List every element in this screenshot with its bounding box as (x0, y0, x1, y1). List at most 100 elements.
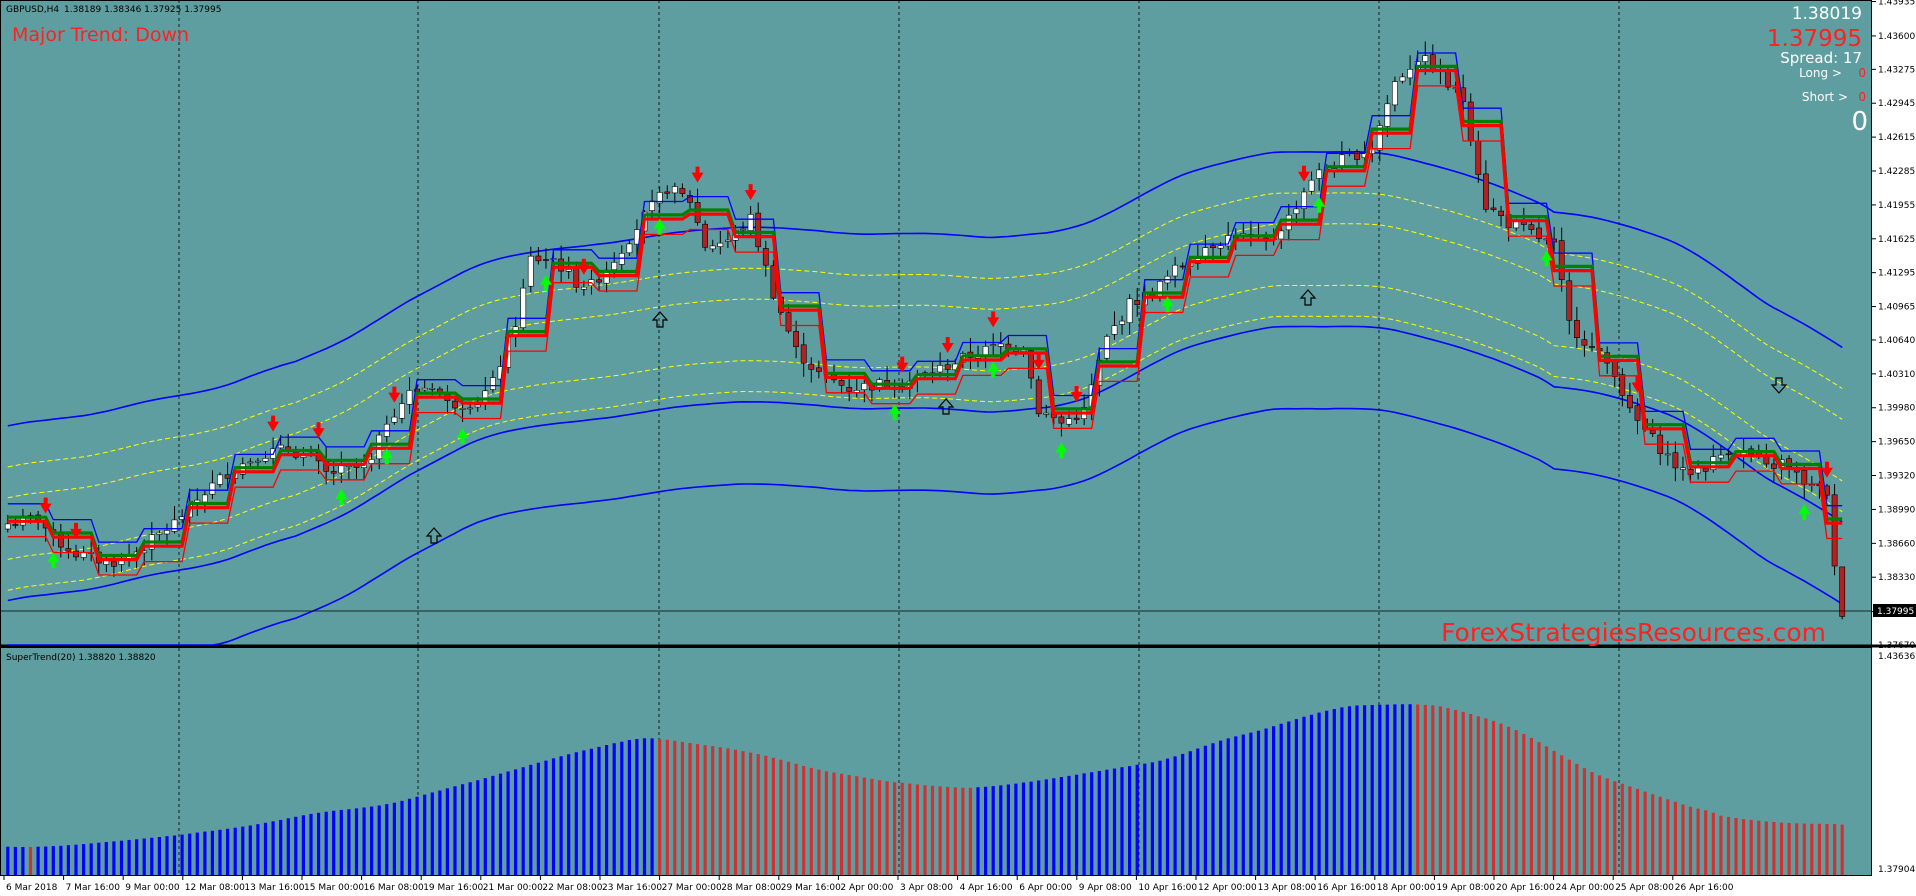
candle-body (793, 331, 799, 347)
candle-body (1035, 379, 1042, 415)
candle-body (1407, 69, 1413, 79)
time-tick-label: 7 Mar 16:00 (66, 883, 121, 893)
candle-body (224, 474, 231, 479)
candle-body (755, 212, 762, 248)
candle-body (57, 532, 64, 548)
candle-body (1672, 452, 1679, 469)
band-lower (7, 315, 1843, 591)
candle-body (1119, 320, 1125, 325)
price-tick-label: 1.39980 (1878, 404, 1915, 414)
time-tick-label: 24 Apr 00:00 (1556, 883, 1615, 893)
time-tick-label: 6 Apr 00:00 (1019, 883, 1072, 893)
long-value: 0 (1858, 66, 1866, 80)
price-tick-label: 1.43600 (1878, 32, 1915, 42)
buy-arrow-icon (1798, 504, 1811, 521)
candle-body (1392, 81, 1398, 106)
total-value: 0 (1851, 107, 1868, 137)
ask-price: 1.37995 (1767, 26, 1862, 52)
candle-body (482, 390, 489, 404)
price-tick-label: 1.43935 (1878, 0, 1915, 8)
time-tick-label: 26 Apr 16:00 (1675, 883, 1734, 893)
candle-body (543, 259, 549, 261)
time-tick-label: 20 Apr 16:00 (1496, 883, 1555, 893)
time-tick-label: 16 Apr 16:00 (1317, 883, 1376, 893)
sell-arrow-icon (1297, 165, 1310, 182)
candle-body (406, 390, 413, 405)
outline-up-arrow-icon (1299, 289, 1317, 306)
indicator-label: SuperTrend(20) 1.38820 1.38820 (6, 653, 156, 663)
time-tick-label: 9 Mar 00:00 (125, 883, 180, 893)
candle-body (1225, 235, 1232, 247)
main-pane[interactable] (0, 0, 1872, 645)
candle-body (747, 214, 754, 231)
time-tick-label: 10 Apr 16:00 (1138, 883, 1197, 893)
long-label: Long > (1799, 66, 1842, 80)
trend-lines (7, 52, 1843, 576)
time-tick-label: 29 Mar 16:00 (781, 883, 841, 893)
candle-body (217, 474, 223, 485)
candle-body (467, 407, 474, 410)
time-tick-label: 22 Mar 08:00 (542, 883, 602, 893)
candle-body (1210, 245, 1216, 248)
buy-arrow-icon (1055, 442, 1068, 459)
outline-up-arrow-icon (651, 311, 669, 328)
short-label: Short > (1802, 90, 1848, 104)
candle-body (452, 400, 458, 409)
sell-arrow-icon (39, 497, 52, 514)
time-axis (0, 876, 1872, 896)
price-tick-label: 1.39320 (1878, 472, 1915, 482)
trend-green-line (7, 64, 1843, 558)
trend-red-line (7, 68, 1843, 562)
candle-body (1558, 240, 1565, 281)
sell-arrow-icon (312, 422, 325, 439)
candle-body (611, 261, 618, 270)
price-tick-label: 1.42615 (1878, 133, 1915, 143)
envelope-lower (7, 325, 1843, 602)
price-tick-label: 1.38990 (1878, 505, 1915, 515)
sell-arrow-icon (744, 184, 757, 201)
candle-body (330, 470, 337, 474)
current-price-tag (1873, 604, 1916, 617)
candle-body (12, 523, 19, 526)
time-tick-label: 2 Apr 00:00 (840, 883, 893, 893)
sell-arrow-icon (691, 166, 704, 183)
sell-arrow-icon (896, 356, 909, 373)
candle-body (580, 286, 587, 290)
price-tick-label: 1.42285 (1878, 167, 1915, 177)
time-tick-label: 12 Mar 08:00 (185, 883, 245, 893)
candle-body (694, 202, 701, 223)
sell-arrow-icon (941, 336, 954, 353)
candle-body (1475, 140, 1482, 175)
candle-body (997, 343, 1004, 347)
candle-body (1179, 265, 1186, 268)
buy-arrow-icon (539, 274, 552, 291)
candle-body (1073, 417, 1080, 420)
candle-body (277, 444, 284, 449)
price-tick-label: 1.37670 (1878, 641, 1915, 651)
candle-body (800, 344, 807, 364)
buy-arrow-icon (335, 488, 348, 505)
candle-body (937, 365, 943, 373)
candle-body (368, 459, 375, 464)
candle-body (1278, 230, 1285, 240)
candle-body (573, 267, 580, 288)
candle-body (1134, 300, 1141, 305)
candle-body (73, 550, 79, 558)
candle-body (421, 387, 428, 391)
candle-body (1293, 208, 1300, 214)
price-tick-label: 1.40640 (1878, 336, 1915, 346)
candle-body (1058, 416, 1065, 424)
candle-body (1490, 207, 1497, 210)
candle-body (171, 519, 178, 532)
candle-body (535, 255, 542, 262)
supertrend-upper-line (7, 52, 1843, 543)
candle-body (1611, 361, 1618, 377)
candle-body (1839, 566, 1846, 617)
sell-arrow-icon (70, 522, 83, 539)
candle-body (565, 268, 572, 272)
candle-body (1498, 210, 1504, 217)
candle-body (944, 364, 951, 370)
supertrend-lower-line (7, 85, 1843, 576)
candle-body (1771, 463, 1777, 469)
